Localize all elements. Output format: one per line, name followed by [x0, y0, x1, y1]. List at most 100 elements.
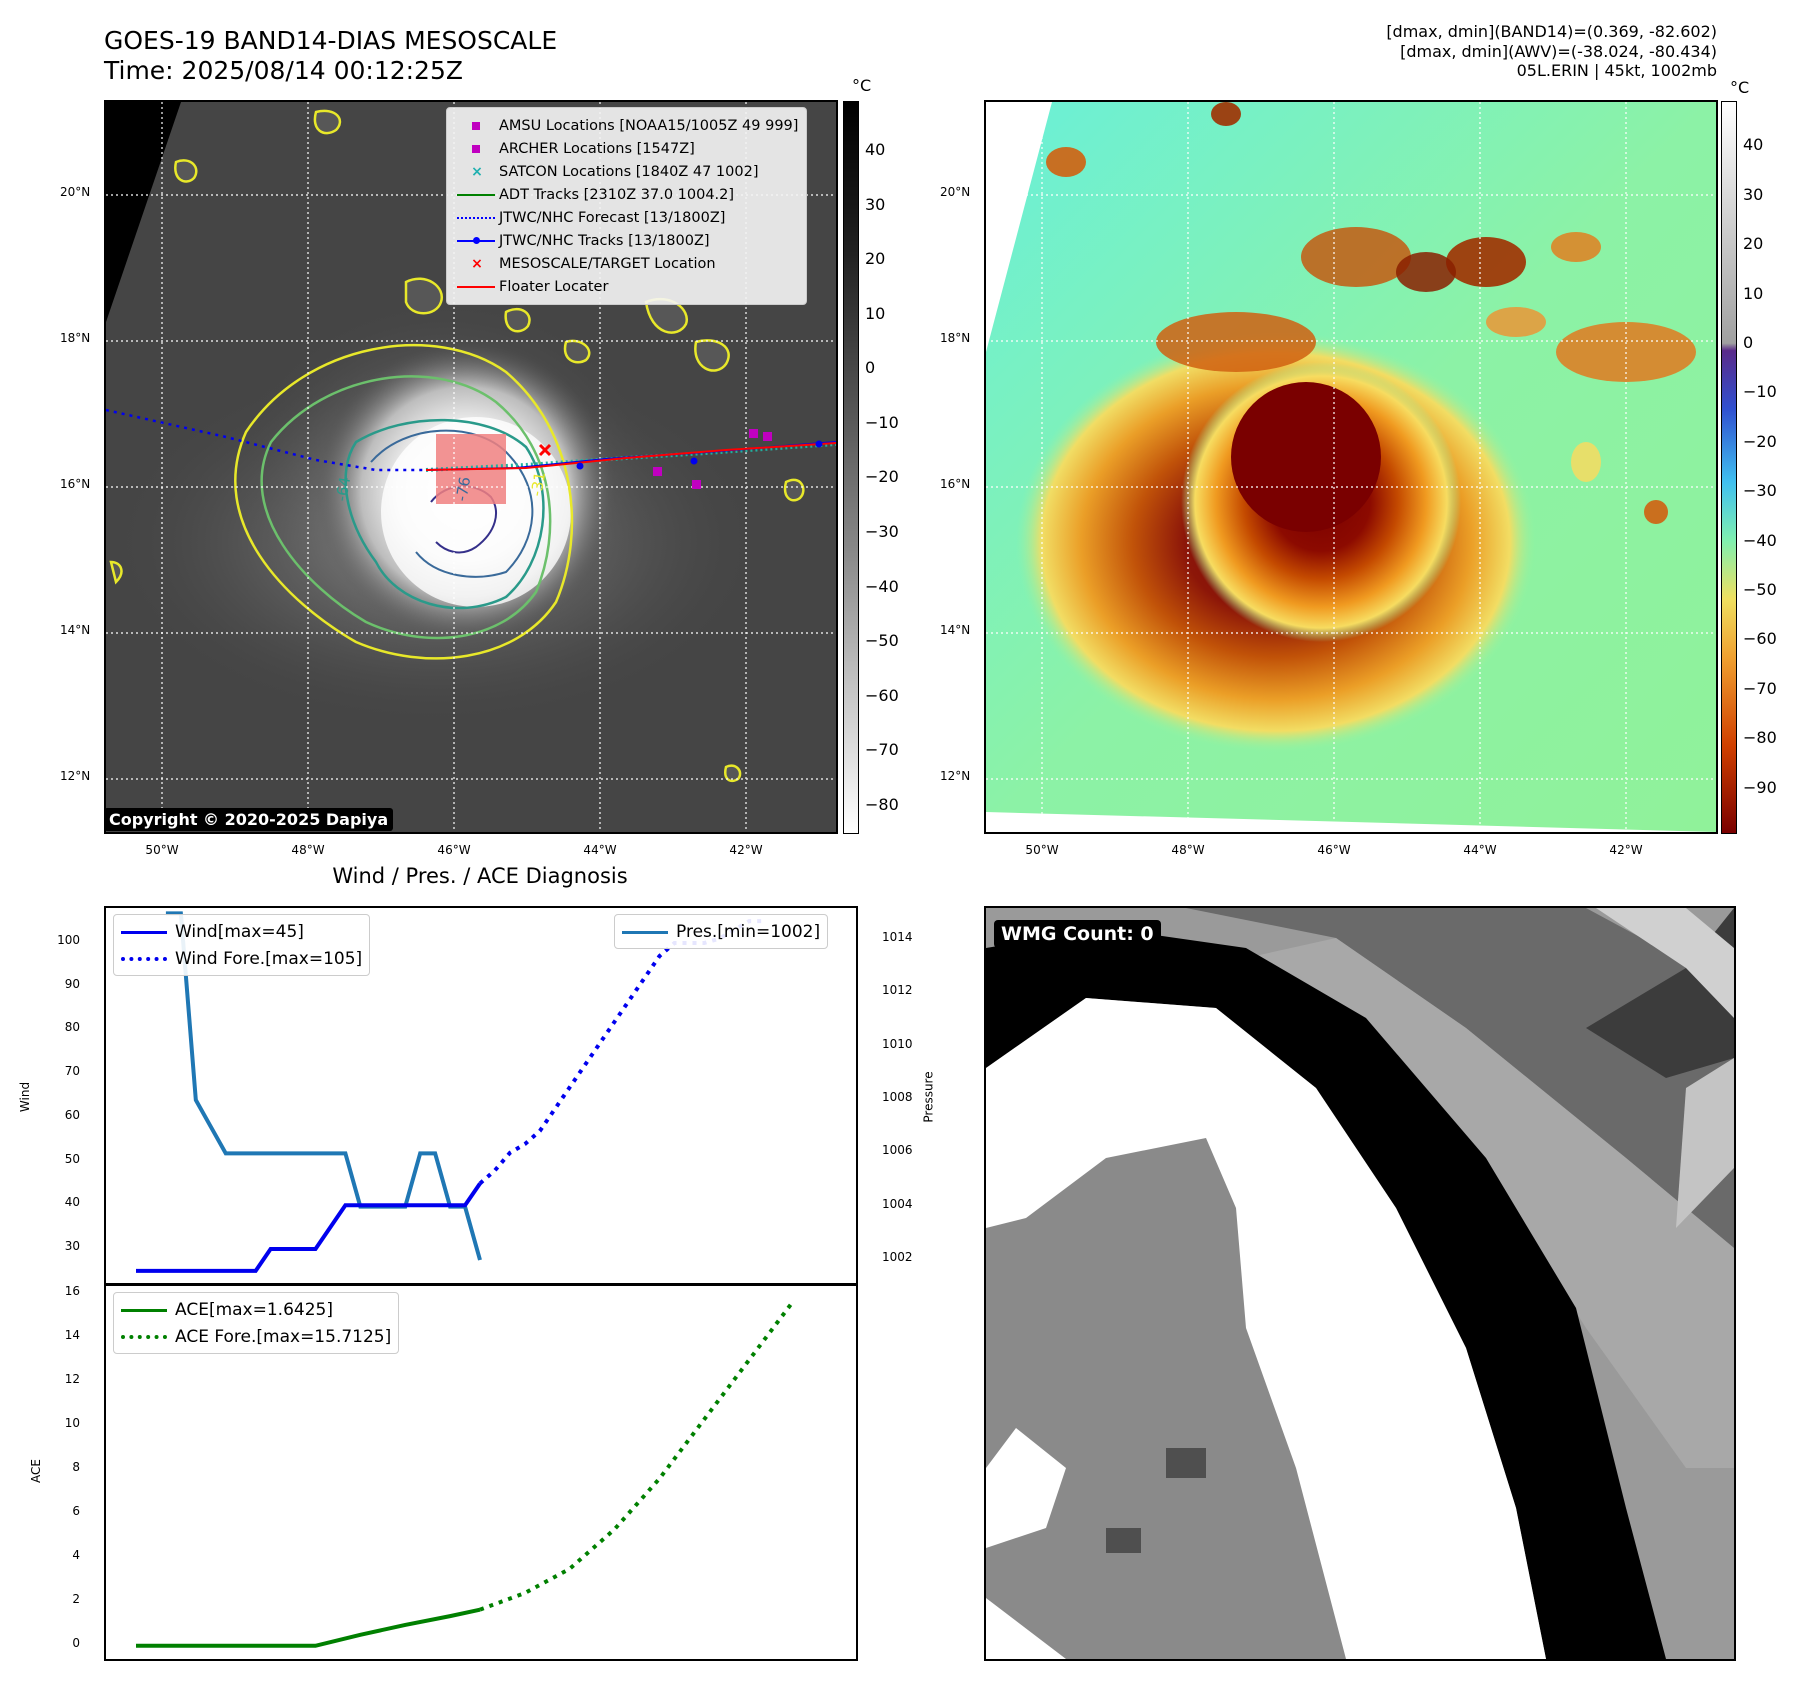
lon-label: 48°W	[291, 843, 325, 857]
legend-amsu: AMSU Locations [NOAA15/1005Z 49 999]	[455, 114, 798, 137]
legend-ace-forecast: ACE Fore.[max=15.7125]	[121, 1323, 391, 1350]
lon-label: 42°W	[729, 843, 763, 857]
info-line-1: [dmax, dmin](BAND14)=(0.369, -82.602)	[1386, 22, 1717, 41]
lon-label: 44°W	[583, 843, 617, 857]
right-colorbar-tick: −50	[1743, 579, 1777, 599]
wmg-count-label: WMG Count: 0	[994, 920, 1161, 948]
wind-tick-label: 100	[57, 932, 80, 947]
storm-info: [dmax, dmin](BAND14)=(0.369, -82.602) [d…	[1386, 22, 1717, 81]
wind-tick-label: 90	[64, 976, 80, 991]
pressure-axis-label: Pressure	[921, 1071, 936, 1123]
left-colorbar-tick: 30	[865, 194, 886, 214]
lat-label: 14°N	[940, 623, 971, 637]
right-colorbar-tick: −60	[1743, 629, 1777, 649]
legend-satcon: × SATCON Locations [1840Z 47 1002]	[471, 163, 759, 180]
wind-forecast-series-line	[478, 919, 765, 1185]
legend-wind-forecast: Wind Fore.[max=105]	[121, 945, 362, 972]
left-colorbar-tick: −50	[865, 631, 899, 651]
lat-label: 18°N	[940, 331, 971, 345]
pressure-tick-label: 1006	[882, 1143, 913, 1158]
lon-label: 46°W	[437, 843, 471, 857]
lat-label: 20°N	[60, 185, 91, 199]
amsu-archer-markers	[653, 429, 772, 489]
lon-label: 50°W	[145, 843, 179, 857]
right-colorbar-tick: 20	[1743, 234, 1764, 254]
left-colorbar-tick: 40	[865, 140, 886, 160]
right-colorbar-tick: −20	[1743, 431, 1777, 451]
ace-tick-label: 4	[72, 1547, 80, 1562]
right-colorbar-tick: −10	[1743, 382, 1777, 402]
ace-axis-label: ACE	[28, 1459, 43, 1483]
ace-series-line	[136, 1607, 481, 1648]
left-colorbar-tick: −40	[865, 576, 899, 596]
wind-tick-label: 60	[64, 1107, 80, 1122]
wmg-image	[986, 908, 1734, 1659]
right-colorbar-tick: −80	[1743, 728, 1777, 748]
lat-label: 16°N	[60, 477, 91, 491]
no-data-region	[106, 102, 181, 322]
wind-tick-label: 70	[64, 1064, 80, 1079]
diagnosis-title: Wind / Pres. / ACE Diagnosis	[332, 864, 628, 888]
ace-tick-label: 0	[72, 1635, 80, 1650]
left-colorbar-tick: 0	[865, 358, 876, 378]
map-legend: AMSU Locations [NOAA15/1005Z 49 999] ARC…	[446, 107, 808, 305]
pressure-tick-label: 1008	[882, 1090, 913, 1104]
right-colorbar-unit: °C	[1730, 78, 1750, 97]
legend-jtwc-tracks: JTWC/NHC Tracks [13/1800Z]	[455, 229, 798, 252]
right-colorbar-tick: −70	[1743, 678, 1777, 698]
left-colorbar-tick: −60	[865, 685, 899, 705]
right-colorbar-tick: 40	[1743, 135, 1764, 155]
lat-label: 20°N	[940, 185, 971, 199]
wmg-panel	[984, 906, 1736, 1661]
contour-blue	[370, 429, 534, 578]
lon-label: 50°W	[1025, 843, 1059, 857]
ace-panel	[104, 1283, 858, 1661]
ace-forecast-series-line	[479, 1298, 796, 1612]
pressure-legend: Pres.[min=1002]	[614, 914, 829, 949]
legend-ace: ACE[max=1.6425]	[121, 1296, 391, 1323]
right-colorbar-tick: 10	[1743, 283, 1764, 303]
wmg-black-ring	[986, 928, 1666, 1659]
lon-label: 44°W	[1463, 843, 1497, 857]
legend-jtwc-forecast: JTWC/NHC Forecast [13/1800Z]	[455, 206, 798, 229]
left-colorbar	[843, 101, 859, 834]
ace-tick-label: 6	[72, 1503, 80, 1518]
left-colorbar-tick: −70	[865, 740, 899, 760]
left-colorbar-tick: −10	[865, 412, 899, 432]
info-line-3: 05L.ERIN | 45kt, 1002mb	[1516, 61, 1717, 80]
legend-adt: ADT Tracks [2310Z 37.0 1004.2]	[455, 183, 798, 206]
pressure-tick-label: 1010	[882, 1036, 913, 1051]
mesoscale-target-marker	[538, 443, 552, 457]
right-colorbar-tick: 0	[1743, 333, 1754, 353]
contour-green	[260, 375, 552, 640]
info-line-2: [dmax, dmin](AWV)=(-38.024, -80.434)	[1400, 41, 1717, 61]
lon-label: 46°W	[1317, 843, 1351, 857]
ace-tick-label: 8	[72, 1459, 80, 1474]
contour-yellow-cells	[109, 109, 805, 783]
ace-plot	[136, 1298, 796, 1648]
pressure-tick-label: 1012	[882, 983, 913, 998]
pressure-series-line	[165, 911, 482, 1261]
ace-tick-label: 14	[64, 1327, 80, 1342]
ace-tick-label: 16	[64, 1283, 80, 1298]
lat-label: 12°N	[60, 769, 91, 783]
right-colorbar-tick: −40	[1743, 530, 1777, 550]
legend-archer: ARCHER Locations [1547Z]	[455, 137, 798, 160]
left-colorbar-tick: 10	[865, 303, 886, 323]
floater-locater-track	[425, 442, 836, 471]
left-colorbar-tick: −30	[865, 521, 899, 541]
title-line-1: GOES-19 BAND14-DIAS MESOSCALE	[104, 26, 558, 55]
lat-label: 14°N	[60, 623, 91, 637]
lat-label: 16°N	[940, 477, 971, 491]
wind-tick-label: 40	[64, 1195, 80, 1210]
wind-tick-label: 30	[64, 1239, 80, 1254]
awv-map	[984, 100, 1718, 834]
jtwc-forecast-track	[106, 408, 426, 472]
wind-series-line	[136, 1182, 482, 1273]
wind-tick-label: 50	[64, 1151, 80, 1166]
contour-teal	[344, 418, 545, 610]
lat-label: 12°N	[940, 769, 971, 783]
legend-floater: Floater Locater	[455, 275, 798, 298]
ace-legend: ACE[max=1.6425] ACE Fore.[max=15.7125]	[113, 1292, 400, 1354]
pressure-tick-label: 1004	[882, 1196, 913, 1211]
